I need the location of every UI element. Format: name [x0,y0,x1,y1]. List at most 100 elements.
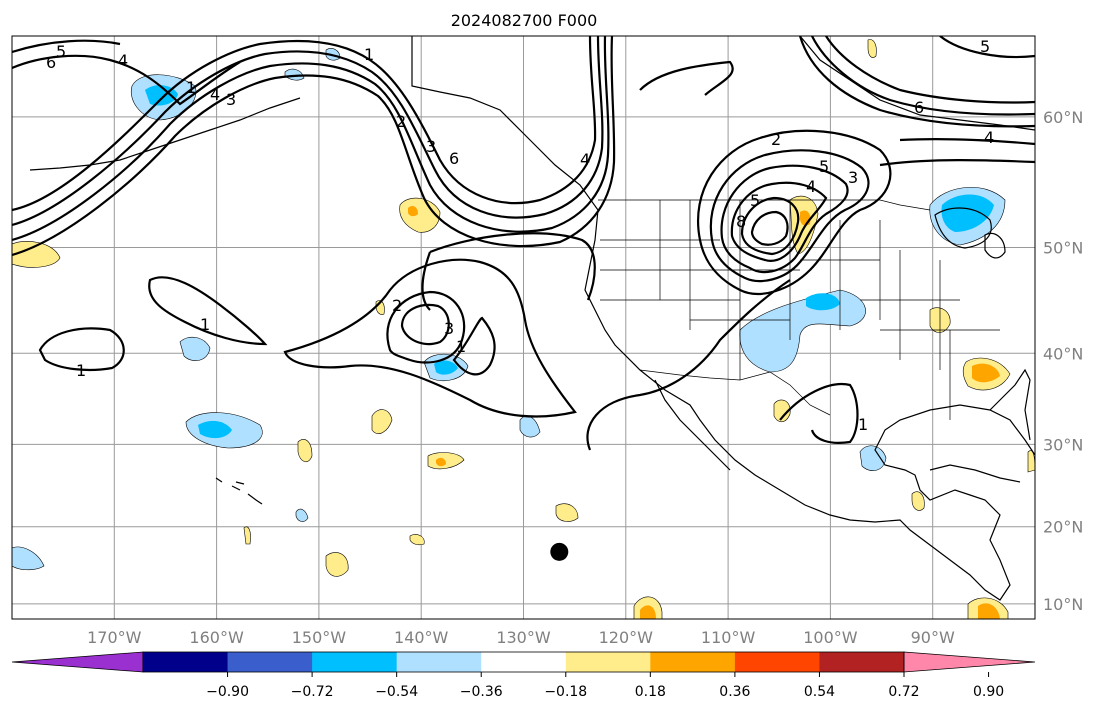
contour-label: 5 [56,42,66,61]
contour-label: 6 [46,53,56,72]
contour-labels: 5 6 4 1 2 3 6 1 4 2 5 4 8 5 3 6 4 5 2 3 [46,37,994,434]
orange-patch-core [978,603,1000,619]
contour-label: 1 [76,361,86,380]
contour-label: 5 [750,191,760,210]
colorbar-segment [143,652,229,672]
contour-label: 2 [392,296,402,315]
contour-label: 1 [456,337,466,356]
blue-patch [179,336,211,361]
yellow-patch [555,503,579,522]
longitude-label: 100°W [803,628,858,647]
colorbar-extend-min [11,651,144,673]
colorbar-segment [819,652,905,672]
colorbar: −0.90 −0.72 −0.54 −0.36 −0.18 0.18 0.36 0.54 0.7… [11,651,1036,700]
contour-line [421,232,596,311]
colorbar-tick-label: 0.18 [635,684,666,700]
contour-line [400,303,450,346]
contour-label: 5 [819,157,829,176]
yellow-patch [867,39,877,58]
colorbar-tick-label: −0.18 [544,684,587,700]
colorbar-segment [734,652,820,672]
contour-label: 1 [200,315,210,334]
coastlines [29,36,1035,601]
contour-line [452,316,496,376]
contour-label: 6 [914,98,924,117]
colorbar-tick-label: −0.90 [206,684,249,700]
colorbar-segment [481,652,567,672]
longitude-labels: 170°W 160°W 150°W 140°W 130°W 120°W 110°W 100°W… [87,628,955,647]
yellow-patch [1027,450,1035,473]
latitude-label: 40°N [1043,344,1083,363]
colorbar-tick-label: 0.90 [973,684,1004,700]
longitude-label: 160°W [189,628,244,647]
us-canada-border [598,199,931,211]
contour-line [12,36,610,242]
contour-line [899,138,1035,146]
orange-patch-core [408,206,418,217]
orange-patch-core [436,457,446,467]
florida [989,368,1031,441]
blue-patch-core [941,194,994,232]
colorbar-tick-label: −0.72 [291,684,334,700]
colorbar-tick-label: 0.72 [888,684,919,700]
contour-line [12,36,597,212]
contour-label: 3 [426,137,436,156]
contour-label: 1 [858,415,868,434]
colorbar-segment [396,652,482,672]
yellow-patch [325,552,349,577]
longitude-label: 140°W [394,628,449,647]
contour-label: 2 [771,130,781,149]
orange-patch-core [640,605,656,619]
blue-patch-core [806,293,840,311]
cuba [929,464,1021,483]
contour-line [12,39,121,54]
contour-line [12,36,604,227]
latitude-label: 30°N [1043,435,1083,454]
blue-patch-core [434,360,458,375]
latitude-label: 20°N [1043,518,1083,537]
contour-line [697,129,892,295]
contour-label: 4 [806,177,816,196]
aleutian-islands [29,97,301,171]
contour-line [750,210,789,246]
contour-line [709,149,870,283]
contour-line [879,159,1035,167]
contour-label: 4 [984,128,994,147]
contour-label: 6 [449,149,459,168]
longitude-label: 90°W [911,628,955,647]
latitude-label: 50°N [1043,239,1083,258]
contour-label: 4 [210,85,220,104]
colorbar-segment [650,652,736,672]
longitude-label: 150°W [292,628,347,647]
contour-line [779,382,859,444]
contour-label: 3 [226,90,236,109]
storm-center-marker [550,542,569,561]
yellow-patch [243,526,251,545]
colorbar-segment [565,652,651,672]
contour-label: 1 [364,45,374,64]
contour-label: 2 [396,112,406,131]
latitude-label: 60°N [1043,108,1083,127]
yellow-patch [297,439,313,463]
blue-patch [295,508,309,522]
contour-label: 3 [444,319,454,338]
blue-patch [859,445,887,471]
contour-line [730,181,828,262]
north-america-coastline [411,36,1035,601]
hudson-bay [799,36,1035,131]
contour-line [586,279,791,451]
colorbar-tick-label: −0.54 [375,684,418,700]
contour-line [148,276,268,346]
blue-patch-core [198,420,232,439]
contour-line [12,36,616,257]
colorbar-tick-label: 0.36 [719,684,750,700]
yellow-patch [12,241,61,268]
contour-line [798,36,1035,128]
longitude-label: 130°W [496,628,551,647]
blue-patch [284,68,305,81]
contour-line [811,36,1035,116]
great-lakes [934,207,1006,259]
colorbar-tick-label: 0.54 [804,684,835,700]
map-frame [11,35,1036,620]
